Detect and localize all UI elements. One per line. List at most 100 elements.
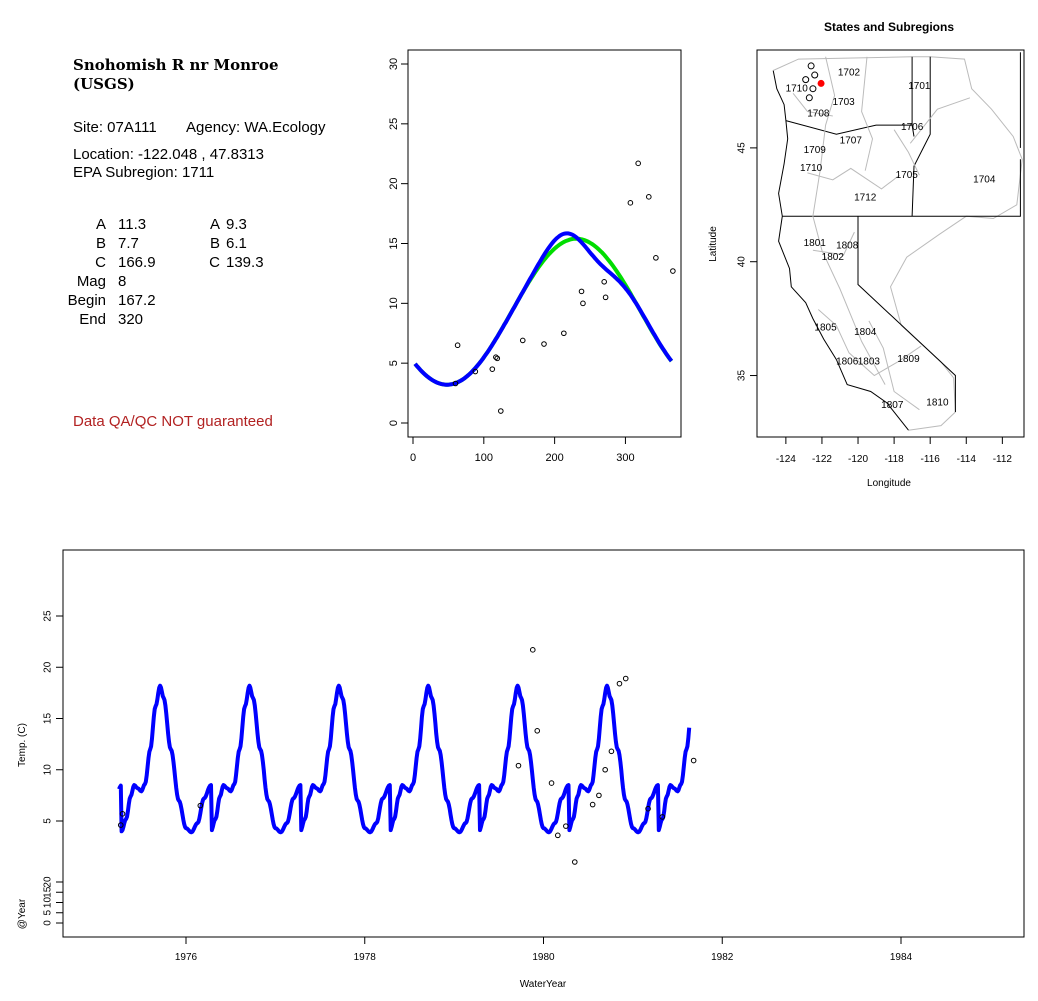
station-source: (USGS) — [73, 75, 135, 93]
param-label: C — [95, 254, 106, 271]
state-border — [911, 56, 931, 217]
param-label: Begin — [67, 292, 106, 309]
subregion-divide — [868, 320, 920, 411]
subregion-divide — [807, 167, 900, 190]
subregion-label: 1710 — [800, 163, 823, 174]
island — [802, 76, 810, 84]
data-point — [602, 294, 609, 301]
state-border — [782, 159, 1021, 217]
island — [811, 71, 819, 79]
data-point — [616, 680, 623, 687]
qa-note: Data QA/QC NOT guaranteed — [73, 413, 273, 430]
subregion-divide — [792, 92, 833, 117]
subregion-label: 1803 — [858, 357, 881, 368]
subregion-label: 1806 — [836, 357, 859, 368]
y-tick-label: 5 — [43, 818, 54, 824]
y-axis-label: Latitude — [708, 226, 719, 262]
x-tick-label: -120 — [848, 454, 868, 465]
subregion-label: 1706 — [901, 122, 924, 133]
x-tick-label: 1980 — [532, 952, 555, 963]
y-tick-label: 5 — [388, 360, 400, 366]
y-tick-label: 40 — [737, 256, 748, 268]
data-point — [452, 380, 459, 387]
x-tick-label: 100 — [475, 452, 493, 464]
x-tick-label: -124 — [776, 454, 796, 465]
data-point — [197, 802, 204, 809]
param-label: A — [95, 216, 106, 233]
param-value: 11.3 — [118, 216, 147, 233]
y-tick-label: 10 — [388, 297, 400, 309]
data-point — [534, 728, 541, 734]
fit-curve-blue — [117, 683, 692, 835]
param-value: 320 — [118, 311, 144, 328]
y2-tick-label: 10 — [43, 897, 54, 909]
param-value: 7.7 — [118, 235, 139, 252]
x-tick-label: 1976 — [175, 952, 198, 963]
x-tick-label: -118 — [884, 454, 904, 465]
y2-axis-label: @Year — [17, 898, 28, 929]
subregion-label: 1710 — [786, 83, 809, 94]
y-tick-label: 30 — [388, 58, 400, 70]
island — [807, 62, 815, 70]
data-point — [119, 811, 126, 817]
data-point — [608, 748, 615, 755]
data-point — [601, 278, 607, 285]
map-frame — [756, 49, 1025, 438]
data-point — [555, 832, 561, 839]
param-label-2: B — [209, 235, 220, 252]
data-point — [653, 255, 659, 261]
y2-tick-label: 20 — [43, 876, 54, 888]
data-point — [690, 757, 697, 764]
subregion-label: 1709 — [804, 145, 827, 156]
param-label: Mag — [76, 273, 106, 290]
data-point — [646, 194, 652, 200]
data-point — [117, 822, 124, 828]
subregion-divide — [861, 56, 874, 171]
subregion-label: 1804 — [854, 327, 877, 338]
data-point — [622, 675, 629, 682]
y-tick-label: 35 — [737, 370, 748, 382]
state-border — [785, 120, 915, 137]
param-value: 166.9 — [118, 254, 156, 271]
subregion-label: 1810 — [926, 397, 949, 408]
data-point — [529, 647, 536, 653]
subregion-divide — [812, 231, 855, 256]
data-point — [578, 288, 585, 295]
data-point — [670, 268, 676, 274]
y2-tick-label: 5 — [43, 910, 54, 916]
data-point — [571, 859, 578, 865]
param-value-2: 139.3 — [226, 254, 264, 271]
y2-tick-label: 15 — [43, 886, 54, 898]
subregion-label: 1809 — [897, 354, 920, 365]
param-value-2: 9.3 — [226, 216, 247, 233]
data-point — [489, 366, 496, 372]
x-tick-label: 1978 — [354, 952, 377, 963]
island — [805, 94, 813, 102]
data-point — [635, 160, 641, 167]
param-value-2: 6.1 — [226, 235, 247, 252]
y-axis-label: Temp. (C) — [17, 723, 28, 767]
station-title: Snohomish R nr Monroe — [73, 56, 279, 74]
x-tick-label: -114 — [957, 454, 977, 465]
x-axis-label: WaterYear — [520, 979, 567, 990]
y-tick-label: 25 — [388, 118, 400, 130]
subregion-label: 1702 — [838, 67, 861, 78]
subregion-label: 1802 — [822, 252, 845, 263]
y-tick-label: 45 — [737, 142, 748, 154]
subregion-label: 1704 — [973, 174, 996, 185]
data-point — [563, 823, 569, 829]
data-point — [493, 354, 499, 360]
subregion-label: 1705 — [896, 170, 919, 181]
x-tick-label: 1982 — [711, 952, 734, 963]
data-point — [659, 814, 666, 820]
x-tick-label: -122 — [812, 454, 832, 465]
param-label: End — [79, 311, 106, 328]
data-point — [589, 801, 596, 808]
x-tick-label: 0 — [410, 452, 416, 464]
data-point — [548, 780, 555, 786]
data-point — [580, 300, 586, 307]
subregion-divide — [812, 56, 886, 385]
data-point — [515, 762, 522, 769]
